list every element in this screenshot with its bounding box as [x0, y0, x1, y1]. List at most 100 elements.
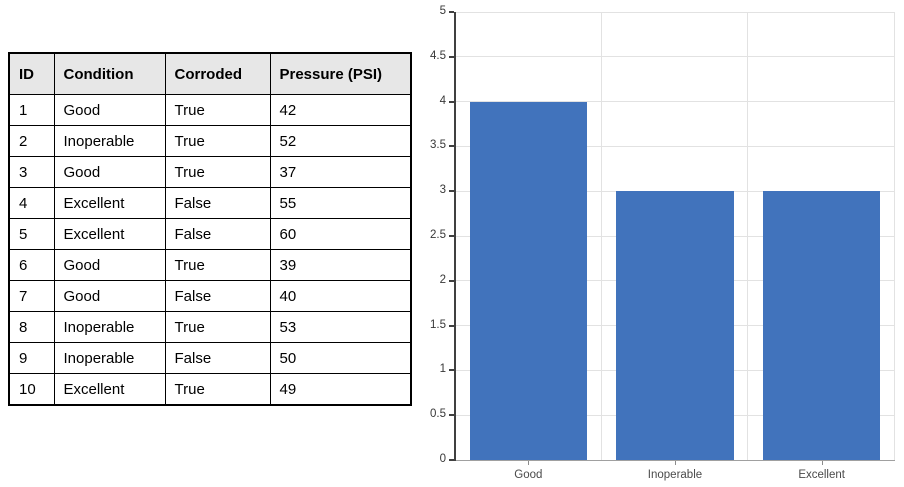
table-cell: Inoperable — [53, 342, 166, 374]
table-cell: 60 — [269, 218, 412, 250]
chart-plot-area: 0 0.5 1 1.5 2 2.5 3 3.5 4 4.5 5 Good Inoperable Excel… — [430, 5, 895, 481]
table-cell: 6 — [8, 249, 55, 281]
table-cell: Inoperable — [53, 125, 166, 157]
y-axis-tick — [449, 414, 454, 417]
table-cell: 37 — [269, 156, 412, 188]
x-axis-tick — [528, 461, 530, 465]
y-axis-tick — [449, 459, 454, 461]
table-cell: True — [164, 373, 271, 406]
y-axis-tick-label: 1 — [439, 363, 446, 376]
table-cell: 49 — [269, 373, 412, 406]
y-axis-tick-label: 4 — [439, 94, 446, 107]
horizontal-gridline — [455, 11, 895, 13]
table-cell: True — [164, 311, 271, 343]
bar-excellent — [763, 191, 881, 460]
y-axis-tick-label: 3.5 — [430, 139, 446, 152]
table-cell: Good — [53, 156, 166, 188]
y-axis-tick — [449, 145, 454, 148]
horizontal-gridline — [455, 56, 895, 58]
table-cell: False — [164, 342, 271, 374]
table-row: 2 Inoperable True 52 — [8, 125, 412, 157]
horizontal-gridline — [455, 190, 895, 192]
bar-inoperable — [616, 191, 734, 460]
vertical-gridline — [600, 12, 602, 460]
table-row: 4 Excellent False 55 — [8, 187, 412, 219]
table-row: 9 Inoperable False 50 — [8, 342, 412, 374]
table-header-cell: ID — [8, 52, 55, 95]
table-row: 10 Excellent True 49 — [8, 373, 412, 406]
y-axis-tick — [449, 11, 454, 13]
table-cell: 52 — [269, 125, 412, 157]
table-cell: Good — [53, 280, 166, 312]
table-header-cell: Condition — [53, 52, 166, 95]
x-axis-category-label: Good — [514, 469, 543, 481]
y-axis-tick — [449, 369, 454, 372]
x-axis-category-label: Excellent — [798, 469, 845, 481]
table-cell: True — [164, 125, 271, 157]
table-row: 7 Good False 40 — [8, 280, 412, 312]
pipe-table-body: 1 Good True 42 2 Inoperable True 52 3 Good True 37 4… — [8, 94, 412, 406]
y-axis-tick — [449, 235, 454, 237]
table-cell: True — [164, 156, 271, 188]
table-header-row: ID Condition Corroded Pressure (PSI) — [8, 52, 412, 95]
table-cell: 4 — [8, 187, 55, 219]
table-cell: 8 — [8, 311, 55, 343]
table-cell: 55 — [269, 187, 412, 219]
x-axis-tick — [675, 461, 676, 465]
horizontal-gridline — [455, 145, 895, 147]
table-row: 3 Good True 37 — [8, 156, 412, 188]
table-cell: Excellent — [53, 187, 166, 219]
y-axis-tick-label: 4.5 — [430, 49, 446, 62]
table-cell: 53 — [269, 311, 412, 343]
y-axis-tick — [449, 324, 454, 327]
table-row: 8 Inoperable True 53 — [8, 311, 412, 343]
y-axis-tick-label: 0.5 — [430, 408, 446, 421]
table-header-cell: Pressure (PSI) — [269, 52, 412, 95]
table-cell: 39 — [269, 249, 412, 281]
table-cell: 40 — [269, 280, 412, 312]
table-cell: 2 — [8, 125, 55, 157]
table-row: 1 Good True 42 — [8, 94, 412, 126]
table-cell: Excellent — [53, 373, 166, 406]
y-axis-tick-label: 2.5 — [430, 229, 446, 241]
table-cell: 1 — [8, 94, 55, 126]
table-row: 5 Excellent False 60 — [8, 218, 412, 250]
y-axis-tick — [449, 55, 454, 58]
table-cell: Inoperable — [53, 311, 166, 343]
table-cell: False — [164, 280, 271, 312]
y-axis-tick-label: 2 — [439, 273, 446, 286]
pipe-data-table: ID Condition Corroded Pressure (PSI) 1 Good T… — [8, 52, 412, 406]
y-axis-tick-label: 3 — [439, 184, 446, 197]
y-axis-line — [454, 12, 456, 461]
table-cell: 50 — [269, 342, 412, 374]
table-cell: 9 — [8, 342, 55, 374]
y-axis-tick-label: 5 — [439, 5, 446, 17]
x-axis-category-label: Inoperable — [647, 469, 703, 481]
y-axis-tick — [449, 279, 454, 282]
table-cell: True — [164, 249, 271, 281]
table-cell: 7 — [8, 280, 55, 312]
bar-good — [469, 101, 587, 460]
table-cell: False — [164, 218, 271, 250]
table-cell: Good — [53, 249, 166, 281]
table-cell: 42 — [269, 94, 412, 126]
horizontal-gridline — [455, 101, 895, 103]
y-axis-tick — [449, 100, 454, 103]
table-cell: False — [164, 187, 271, 219]
table-header-cell: Corroded — [164, 52, 271, 95]
table-cell: 3 — [8, 156, 55, 188]
table-cell: Good — [53, 94, 166, 126]
y-axis-tick-label: 1.5 — [430, 318, 446, 331]
y-axis-tick — [449, 190, 454, 193]
table-row: 6 Good True 39 — [8, 249, 412, 281]
table-cell: True — [164, 94, 271, 126]
condition-bar-chart: 0 0.5 1 1.5 2 2.5 3 3.5 4 4.5 5 Good Inoperable Excel… — [420, 0, 904, 487]
table-cell: Excellent — [53, 218, 166, 250]
table-cell: 10 — [8, 373, 55, 406]
vertical-gridline — [747, 12, 749, 460]
y-axis-tick-label: 0 — [439, 453, 446, 465]
x-axis-tick — [821, 461, 823, 465]
horizontal-gridline — [455, 459, 895, 461]
table-cell: 5 — [8, 218, 55, 250]
